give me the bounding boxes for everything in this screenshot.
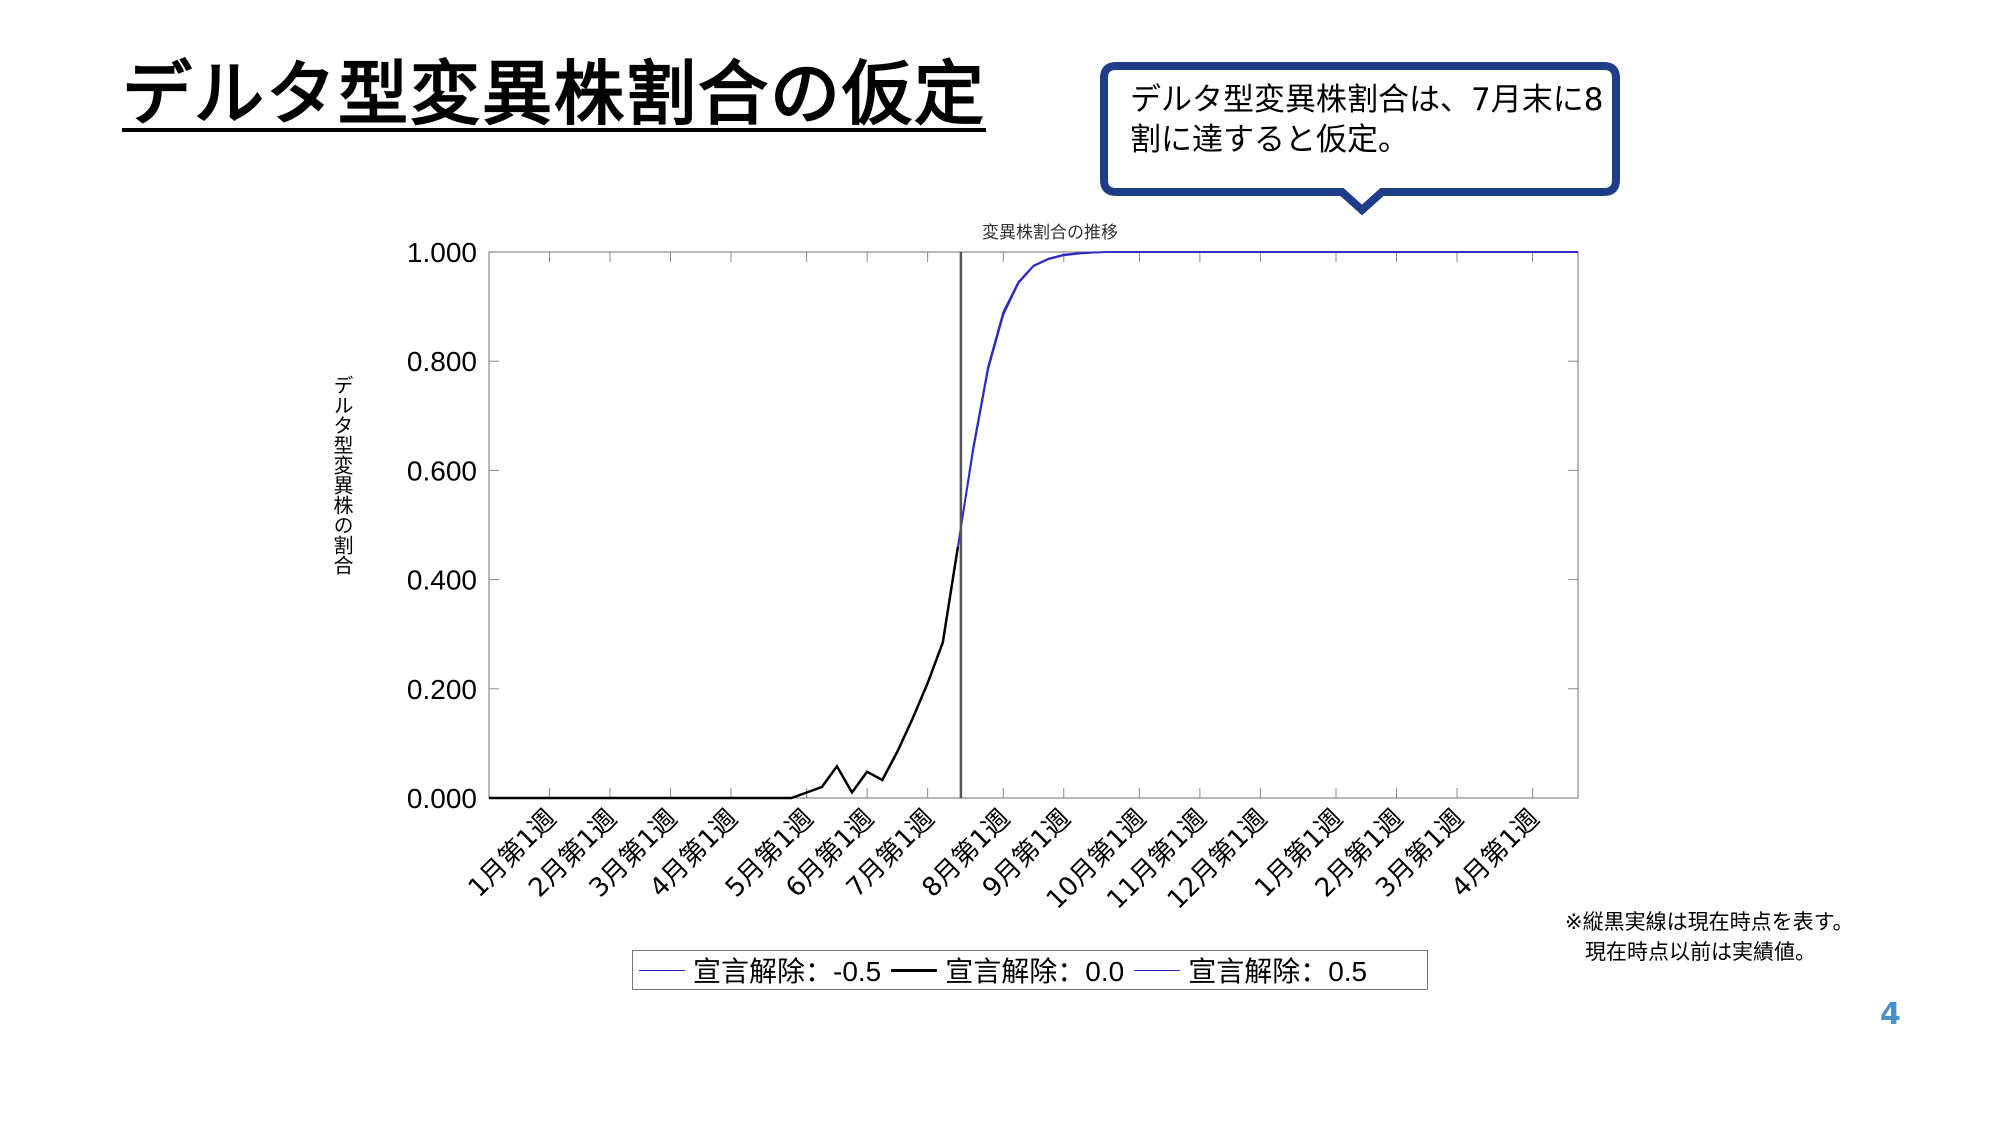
callout-bubble-shape (1100, 62, 1620, 216)
plot-area-frame (488, 251, 1579, 799)
legend-label: 宣言解除：-0.5 (693, 956, 882, 987)
y-tick-label: 0.400 (407, 565, 477, 596)
y-tick-label: 0.600 (407, 455, 477, 486)
chart-legend: 宣言解除：-0.5 宣言解除：0.0 宣言解除：0.5 (632, 950, 1428, 990)
legend-item-1: 宣言解除：0.0 (891, 950, 1124, 990)
footnote-line-2: 現在時点以前は実績値。 (1585, 940, 1817, 964)
y-axis: 0.000 0.200 0.400 0.600 0.800 1.000 (407, 237, 1578, 814)
footnote-line-1: ※縦黒実線は現在時点を表す。 (1565, 910, 1854, 934)
series-line-2 (957, 251, 1578, 547)
slide-title: デルタ型変異株割合の仮定 (122, 53, 986, 135)
legend-item-0: 宣言解除：-0.5 (639, 950, 881, 990)
legend-swatch (1134, 969, 1181, 971)
chart-title: 変異株割合の推移 (982, 223, 1118, 242)
legend-swatch (639, 969, 685, 971)
legend-swatch (891, 968, 938, 972)
series-layer (489, 251, 1578, 800)
legend-item-2: 宣言解除：0.5 (1134, 950, 1367, 990)
footnote: ※縦黒実線は現在時点を表す。 現在時点以前は実績値。 (1565, 907, 1854, 967)
callout-text: デルタ型変異株割合は、7月末に8割に達すると仮定。 (1130, 82, 1604, 158)
series-line-1 (489, 546, 960, 800)
legend-label: 宣言解除：0.0 (945, 956, 1125, 987)
y-axis-label: デルタ型変異株の割合 (330, 375, 354, 575)
page-number: 4 (1880, 997, 1901, 1032)
y-tick-label: 0.200 (407, 674, 477, 705)
y-tick-label: 0.000 (407, 783, 477, 814)
y-tick-label: 1.000 (407, 237, 477, 268)
legend-label: 宣言解除：0.5 (1188, 956, 1368, 987)
callout-bubble (1100, 62, 1620, 216)
y-tick-label: 0.800 (407, 346, 477, 377)
